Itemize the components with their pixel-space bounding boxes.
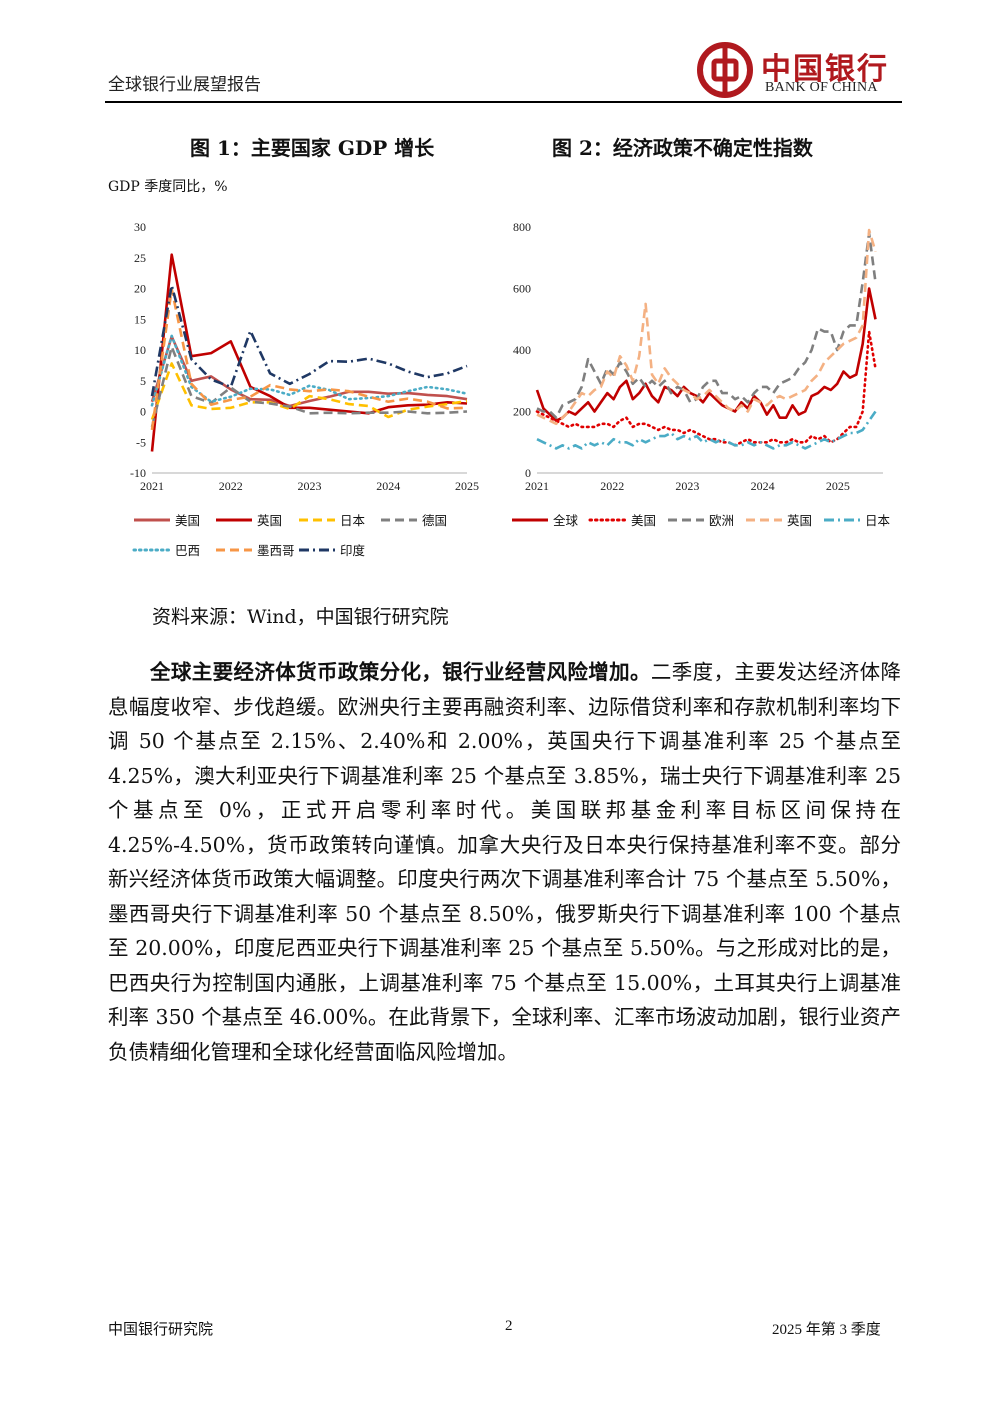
body-paragraph: 全球主要经济体货币政策分化，银行业经营风险增加。二季度，主要发达经济体降息幅度收… — [108, 655, 901, 1069]
epu-legend-swatch — [824, 518, 860, 521]
gdp-legend-label: 日本 — [340, 513, 366, 528]
gdp-legend-swatch — [381, 518, 417, 521]
gdp-ytick-8: 30 — [134, 220, 146, 234]
figure2-title: 图 2：经济政策不确定性指数 — [552, 136, 813, 160]
gdp-xtick-4: 2025 — [455, 479, 479, 493]
epu-ytick-0: 0 — [525, 466, 531, 480]
gdp-ytick-2: 0 — [140, 405, 146, 419]
gdp-legend-item: 印度 — [297, 540, 365, 559]
gdp-legend-item: 日本 — [297, 510, 365, 529]
epu-series-3-line — [536, 228, 877, 426]
gdp-ytick-1: -5 — [136, 435, 146, 449]
gdp-ytick-0: -10 — [130, 466, 146, 480]
gdp-legend-item: 墨西哥 — [214, 540, 295, 559]
epu-xtick-2: 2023 — [675, 479, 699, 493]
gdp-xtick-0: 2021 — [140, 479, 164, 493]
epu-ytick-4: 800 — [513, 220, 531, 234]
gdp-ytick-6: 20 — [134, 282, 146, 296]
epu-legend-swatch — [668, 518, 704, 521]
epu-legend-item: 英国 — [744, 510, 812, 529]
gdp-xtick-1: 2022 — [219, 479, 243, 493]
epu-legend-label: 英国 — [787, 513, 813, 528]
epu-series-2-line — [536, 231, 877, 419]
epu-series-1-line — [535, 330, 877, 447]
gdp-legend-label: 英国 — [257, 513, 283, 528]
epu-legend-swatch — [746, 518, 782, 521]
epu-legend-item: 美国 — [588, 510, 656, 529]
gdp-legend-label: 巴西 — [175, 543, 201, 558]
footer-period: 2025 年第 3 季度 — [772, 1322, 881, 1338]
epu-legend-label: 美国 — [631, 513, 657, 528]
gdp-ytick-3: 5 — [140, 374, 146, 388]
gdp-legend-item: 巴西 — [132, 540, 200, 559]
gdp-legend-label: 美国 — [175, 513, 201, 528]
footer-institute: 中国银行研究院 — [108, 1322, 214, 1338]
epu-xtick-3: 2024 — [751, 479, 775, 493]
gdp-legend-label: 墨西哥 — [257, 543, 295, 558]
epu-legend-item: 全球 — [510, 510, 578, 529]
epu-legend-swatch — [588, 518, 628, 521]
figure1-unit-label: GDP 季度同比，% — [108, 179, 228, 195]
epu-ytick-2: 400 — [513, 343, 531, 357]
gdp-series-0-line — [150, 335, 468, 408]
policy-uncertainty-chart: 0 200 400 600 800 2021 2022 2023 2024 2025 — [513, 220, 883, 493]
paragraph-lead: 全球主要经济体货币政策分化，银行业经营风险增加。 — [150, 660, 651, 684]
data-source-note: 资料来源：Wind，中国银行研究院 — [152, 606, 449, 628]
gdp-series-6-line — [150, 284, 468, 397]
gdp-legend-swatch — [299, 548, 335, 551]
gdp-ytick-5: 15 — [134, 312, 146, 326]
header-divider — [105, 101, 902, 103]
gdp-legend-swatch — [132, 548, 172, 551]
gdp-legend-item: 美国 — [132, 510, 200, 529]
page-number: 2 — [505, 1318, 513, 1334]
epu-xtick-1: 2022 — [600, 479, 624, 493]
epu-legend-swatch — [512, 518, 548, 521]
gdp-series-1-line — [150, 253, 468, 452]
gdp-ytick-4: 10 — [134, 343, 146, 357]
gdp-legend-swatch — [216, 548, 252, 551]
gdp-series-5-line — [150, 287, 468, 431]
report-title: 全球银行业展望报告 — [108, 75, 261, 95]
bank-logo: 中国银行 BANK OF CHINA — [695, 42, 905, 100]
epu-xtick-0: 2021 — [525, 479, 549, 493]
epu-series-0-line — [535, 287, 877, 422]
epu-legend-label: 欧洲 — [709, 513, 735, 528]
gdp-chart-legend: 美国 英国 日本 德国巴西 墨西哥 印度 — [132, 510, 492, 566]
gdp-series-3-line — [150, 345, 468, 428]
gdp-xtick-2: 2023 — [298, 479, 322, 493]
epu-legend-label: 日本 — [865, 513, 891, 528]
gdp-legend-swatch — [299, 518, 335, 521]
epu-legend-label: 全球 — [553, 513, 579, 528]
gdp-legend-swatch — [134, 518, 170, 521]
epu-series-4-line — [536, 410, 877, 450]
epu-ytick-1: 200 — [513, 405, 531, 419]
figure1-title: 图 1：主要国家 GDP 增长 — [190, 136, 435, 160]
gdp-legend-label: 印度 — [340, 543, 366, 558]
gdp-legend-item: 德国 — [379, 510, 447, 529]
epu-legend-item: 欧洲 — [666, 510, 734, 529]
gdp-legend-swatch — [216, 518, 252, 521]
logo-english-name: BANK OF CHINA — [765, 80, 878, 95]
epu-legend-item: 日本 — [822, 510, 890, 529]
logo-chinese-name: 中国银行 — [761, 52, 889, 87]
paragraph-body: 二季度，主要发达经济体降息幅度收窄、步伐趋缓。欧洲央行主要再融资利率、边际借贷利… — [108, 660, 902, 1064]
epu-xtick-4: 2025 — [826, 479, 850, 493]
gdp-ytick-7: 25 — [134, 251, 146, 265]
gdp-series-2-line — [150, 362, 468, 420]
gdp-xtick-3: 2024 — [376, 479, 400, 493]
gdp-legend-label: 德国 — [422, 513, 448, 528]
uncertainty-chart-legend: 全球 美国 欧洲 英国 日本 — [510, 510, 900, 534]
gdp-legend-item: 英国 — [214, 510, 282, 529]
epu-ytick-3: 600 — [513, 282, 531, 296]
bank-of-china-emblem-icon — [697, 42, 753, 98]
